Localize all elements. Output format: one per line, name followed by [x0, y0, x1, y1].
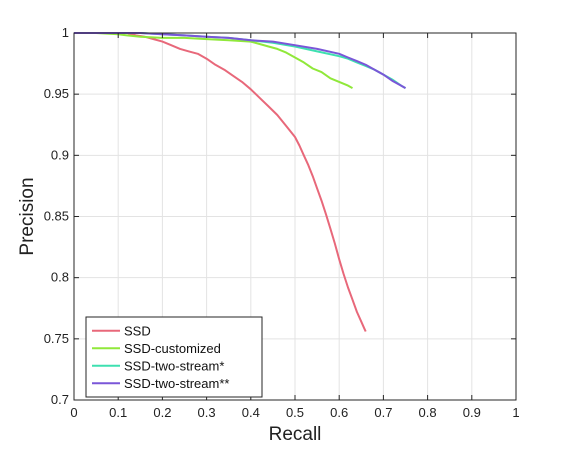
axis-ticks: 0 0.1 0.2 0.3 0.4 0.5 0.6 0.7 0.8 0.9 1 0.7 0.75 0.8 0… [44, 25, 520, 420]
y-tick-label: 0.9 [51, 147, 69, 162]
x-tick-label: 0.1 [109, 405, 127, 420]
x-tick-label: 0.2 [153, 405, 171, 420]
x-tick-label: 1 [512, 405, 519, 420]
x-tick-label: 0.5 [286, 405, 304, 420]
y-tick-label: 1 [62, 25, 69, 40]
x-axis-title: Recall [269, 424, 322, 445]
x-tick-label: 0.3 [198, 405, 216, 420]
y-tick-label: 0.95 [44, 86, 69, 101]
x-tick-label: 0.9 [463, 405, 481, 420]
series-line-3 [74, 32, 406, 89]
legend-label-1: SSD-customized [124, 341, 221, 356]
y-tick-label: 0.8 [51, 270, 69, 285]
legend-label-0: SSD [124, 323, 151, 338]
y-tick-label: 0.85 [44, 209, 69, 224]
legend: SSD SSD-customized SSD-two-stream* SSD-two-… [85, 316, 263, 398]
y-tick-label: 0.75 [44, 331, 69, 346]
y-tick-label: 0.7 [51, 392, 69, 407]
legend-label-2: SSD-two-stream* [124, 358, 224, 373]
x-tick-label: 0.7 [374, 405, 392, 420]
x-tick-label: 0.4 [242, 405, 260, 420]
y-axis-title: Precision [17, 177, 38, 255]
x-tick-label: 0.8 [419, 405, 437, 420]
series-line-0 [74, 32, 367, 332]
series-layer [74, 32, 406, 332]
x-tick-label: 0 [70, 405, 77, 420]
x-tick-label: 0.6 [330, 405, 348, 420]
legend-label-3: SSD-two-stream** [124, 376, 229, 391]
series-line-1 [74, 32, 353, 89]
